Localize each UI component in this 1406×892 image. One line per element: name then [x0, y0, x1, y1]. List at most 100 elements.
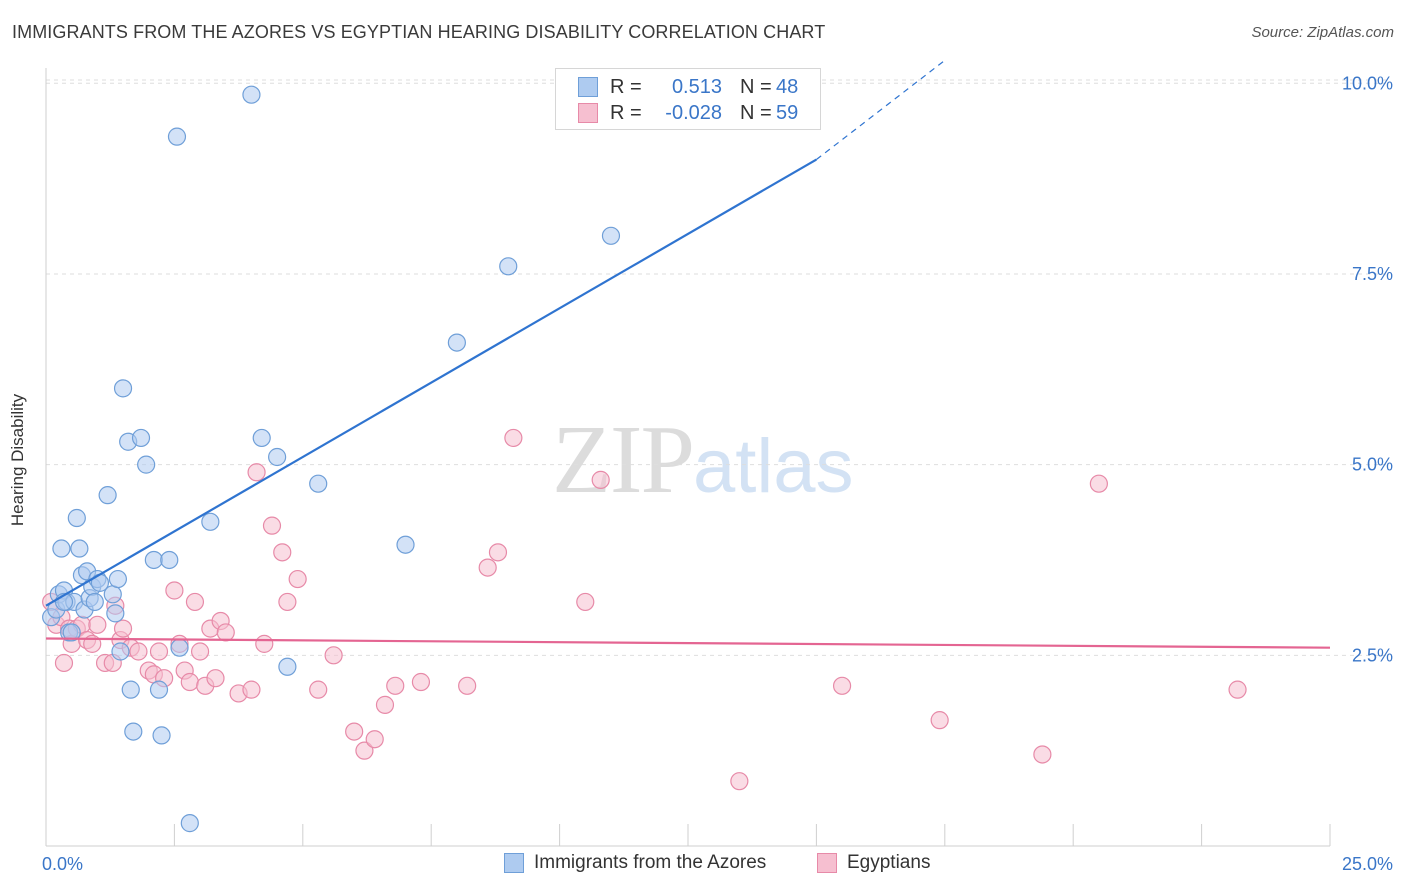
egyptians-point: [576, 592, 595, 612]
egyptians-point: [288, 569, 307, 589]
egyptians-point: [129, 642, 148, 661]
azores-points: [42, 85, 621, 833]
egyptians-point: [458, 676, 477, 695]
legend-row-azores: R = 0.513 N = 48: [556, 75, 798, 99]
azores-point: [98, 486, 117, 505]
r-value: 0.513: [671, 75, 722, 98]
source-label: Source: ZipAtlas.com: [1251, 24, 1394, 41]
egyptians-point: [386, 676, 405, 695]
azores-point: [601, 226, 621, 245]
axes: [45, 68, 1331, 847]
egyptians-swatch: [578, 103, 598, 123]
legend-item-egyptians: Egyptians: [817, 852, 930, 874]
azores-trend-line: [45, 158, 817, 607]
egyptians-point: [1033, 745, 1052, 764]
azores-point: [85, 592, 104, 612]
egyptians-point: [478, 558, 497, 577]
azores-point: [396, 535, 415, 554]
egyptians-point: [324, 646, 343, 665]
azores-point: [499, 257, 518, 276]
egyptians-point: [113, 619, 133, 638]
egyptians-points: [42, 428, 1247, 791]
azores-point: [111, 642, 130, 661]
egyptians-legend-swatch: [817, 853, 837, 873]
azores-point: [106, 604, 125, 623]
y-tick-label: 2.5%: [1352, 645, 1393, 665]
r-value: -0.028: [665, 101, 722, 124]
correlation-legend: R = 0.513 N = 48 R = -0.028 N = 59: [555, 68, 821, 130]
azores-point: [62, 623, 81, 642]
n-label: N =: [740, 75, 772, 98]
azores-point: [121, 680, 140, 699]
egyptians-trend-line: [45, 637, 1331, 649]
azores-point: [103, 585, 122, 604]
n-value: 48: [776, 75, 799, 98]
egyptians-point: [149, 642, 169, 661]
azores-point: [447, 333, 466, 352]
n-label: N =: [740, 101, 772, 124]
grid-lines: [46, 79, 1390, 656]
egyptians-point: [930, 711, 949, 730]
watermark-atlas: atlas: [693, 424, 854, 509]
azores-point: [149, 680, 169, 699]
azores-point: [108, 569, 128, 589]
y-tick-label: 7.5%: [1352, 264, 1393, 284]
egyptians-point: [262, 516, 282, 535]
egyptians-point: [504, 428, 523, 448]
egyptians-point: [278, 592, 297, 612]
x-tick-label: 25.0%: [1342, 854, 1393, 874]
egyptians-point: [273, 543, 292, 562]
azores-point: [152, 726, 171, 745]
egyptians-point: [185, 592, 205, 612]
y-tick-label: 5.0%: [1352, 455, 1393, 475]
egyptians-point: [1089, 474, 1108, 493]
azores-point: [180, 814, 199, 833]
azores-point: [144, 550, 163, 570]
egyptians-point: [206, 669, 225, 688]
legend-item-azores: Immigrants from the Azores: [504, 852, 766, 874]
egyptians-point: [591, 470, 610, 489]
egyptians-point: [1228, 680, 1247, 699]
azores-swatch: [578, 77, 598, 97]
egyptians-point: [242, 680, 261, 699]
x-tick-label: 0.0%: [42, 854, 83, 874]
egyptians-point: [247, 463, 266, 482]
egyptians-point: [488, 543, 508, 562]
egyptians-point: [365, 730, 384, 749]
legend-label-egyptians: Egyptians: [847, 852, 931, 873]
azores-point: [242, 85, 261, 104]
egyptians-point: [355, 741, 374, 760]
azores-point: [309, 474, 328, 493]
r-label: R =: [610, 75, 642, 98]
azores-point: [252, 428, 271, 448]
trend-lines: [45, 59, 1331, 649]
n-value: 59: [776, 101, 799, 124]
r-label: R =: [610, 101, 642, 124]
egyptians-point: [54, 653, 74, 673]
egyptians-point: [730, 772, 749, 791]
legend-label-azores: Immigrants from the Azores: [534, 852, 767, 873]
azores-point: [160, 550, 179, 570]
egyptians-point: [216, 623, 235, 642]
azores-point: [201, 512, 220, 531]
egyptians-point: [832, 676, 852, 695]
series-legend: Immigrants from the Azores Egyptians: [0, 852, 1406, 878]
watermark-zip: ZIP: [552, 406, 695, 514]
egyptians-point: [411, 672, 431, 692]
azores-point: [124, 722, 143, 741]
azores-point: [137, 455, 156, 474]
azores-point: [67, 508, 86, 528]
egyptians-point: [180, 672, 199, 692]
egyptians-point: [190, 642, 210, 661]
azores-point: [278, 657, 297, 676]
egyptians-point: [375, 695, 395, 714]
legend-row-egyptians: R = -0.028 N = 59: [556, 101, 798, 125]
azores-point: [170, 638, 189, 657]
chart-title: IMMIGRANTS FROM THE AZORES VS EGYPTIAN H…: [12, 22, 826, 42]
egyptians-point: [255, 634, 274, 653]
zipatlas-watermark: ZIPatlas: [552, 402, 854, 516]
azores-point: [131, 428, 151, 448]
tick-labels: 2.5% 5.0% 7.5% 10.0% 0.0% 25.0%: [42, 73, 1393, 874]
egyptians-point: [165, 581, 184, 600]
